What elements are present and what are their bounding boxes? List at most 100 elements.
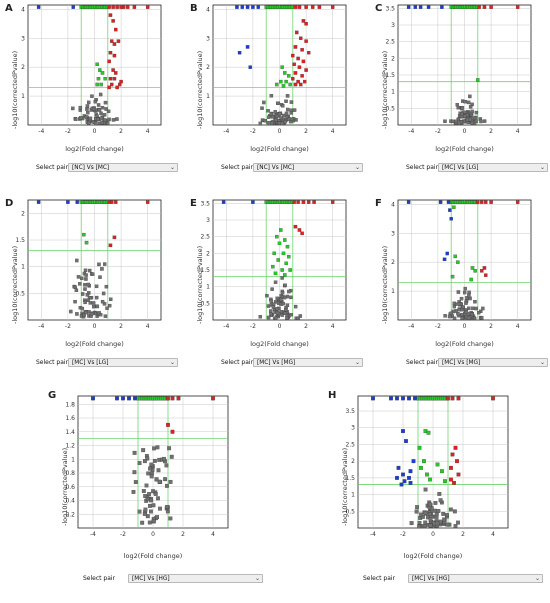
x-tick-label: -2 [65,323,71,330]
point-up [112,77,117,81]
point-ns [75,258,79,263]
point-ns [151,489,156,494]
point-top-up [126,5,130,9]
point-ns [452,316,457,320]
point-ns [101,291,106,296]
point-ns [265,293,269,298]
point-ns [281,301,285,306]
point-ns [289,313,293,317]
point-ns [78,116,83,120]
point-fc-ns [288,82,292,87]
point-fc-ns [425,472,429,477]
point-ns [282,113,286,118]
point-ns [95,304,100,309]
point-fc-ns [287,254,291,259]
point-fc-ns [287,74,291,78]
point-up [449,477,453,482]
x-tick-label: 0 [93,323,97,330]
point-fc-ns [96,77,101,81]
y-tick-label: 0.5 [385,105,395,112]
pair-select[interactable]: [NC] Vs [MC] ⌄ [68,163,178,172]
point-ns [459,296,464,301]
point-ns [283,119,288,124]
volcano-plot: -4 -2 0 2 4 0.5 1 1.5 2 2.5 3 3.5 [385,4,532,135]
point-fc-ns [277,241,282,246]
point-ns [152,446,156,451]
pair-select[interactable]: [MC] Vs [HG] ⌄ [408,574,543,583]
point-ns [463,114,467,118]
point-down [396,465,401,470]
point-ns [266,109,270,113]
point-ns [140,520,145,525]
y-tick-label: 1 [206,284,210,291]
point-up [304,68,308,72]
volcano-plot: -4 -2 0 2 4 0.5 1 1.5 2 2.5 3 3.5 [200,199,347,330]
point-ns [468,105,473,109]
chevron-down-icon: ⌄ [354,164,360,171]
x-axis-label: log2(Fold change) [250,145,309,153]
point-top-down [36,200,41,204]
point-ns [98,312,103,317]
x-tick-label: 4 [516,128,520,135]
point-top-down [235,5,239,9]
point-ns [287,117,291,121]
x-tick-label: 4 [331,323,335,330]
pair-select[interactable]: [MC] Vs [LG] ⌄ [68,358,178,367]
select-pair-label: Select pair [221,164,254,171]
point-ns [87,100,91,105]
y-tick-label: 4 [206,6,210,13]
point-fc-ns [473,269,477,273]
point-ns [148,466,152,471]
pair-select[interactable]: [NC] Vs [MC] ⌄ [253,163,363,172]
point-ns [100,267,104,271]
point-ns [283,295,287,300]
pair-select[interactable]: [MC] Vs [MG] ⌄ [253,358,363,367]
point-top-down [446,200,451,204]
point-ns [149,498,154,503]
point-ns [151,519,156,524]
point-ns [441,511,446,516]
point-fc-ns [283,273,287,277]
point-top-down [75,200,79,204]
point-top-down [36,5,41,9]
y-tick-label: 1 [391,288,395,295]
point-ns [468,117,472,122]
point-fc-ns [276,258,280,262]
point-up [301,19,306,23]
x-tick-label: -2 [400,531,406,538]
y-tick-label: 4 [21,6,25,13]
point-ns [105,306,109,310]
point-fc-ns [285,244,290,249]
point-ns [296,316,300,320]
pair-select[interactable]: [MC] Vs [MG] ⌄ [438,358,548,367]
pair-select[interactable]: [MC] Vs [HG] ⌄ [128,574,263,583]
point-top-up [491,396,495,401]
point-ns [258,315,262,319]
point-fc-ns [284,79,288,84]
y-tick-label: 0.5 [15,290,25,297]
point-ns [73,299,77,304]
x-tick-label: 4 [516,323,520,330]
point-ns [102,113,107,117]
point-ns [452,304,456,309]
point-ns [165,483,169,488]
point-ns [283,311,287,316]
point-up [108,77,113,81]
panel-letter: H [328,390,337,401]
point-ns [88,301,93,305]
volcano-plot: -4 -2 0 2 4 0.5 1 1.5 2 [15,199,162,330]
point-ns [94,121,98,126]
point-up [299,36,303,40]
point-top-down [240,5,244,9]
point-ns [423,487,428,492]
point-ns [281,104,285,108]
point-ns [463,286,467,291]
point-ns [164,463,169,468]
pair-select[interactable]: [MC] Vs [LG] ⌄ [438,163,548,172]
point-ns [69,309,73,314]
point-fc-ns [288,268,292,272]
point-fc-ns [283,238,287,242]
point-top-up [456,396,461,401]
point-ns [142,459,147,464]
point-top-down [389,396,393,401]
